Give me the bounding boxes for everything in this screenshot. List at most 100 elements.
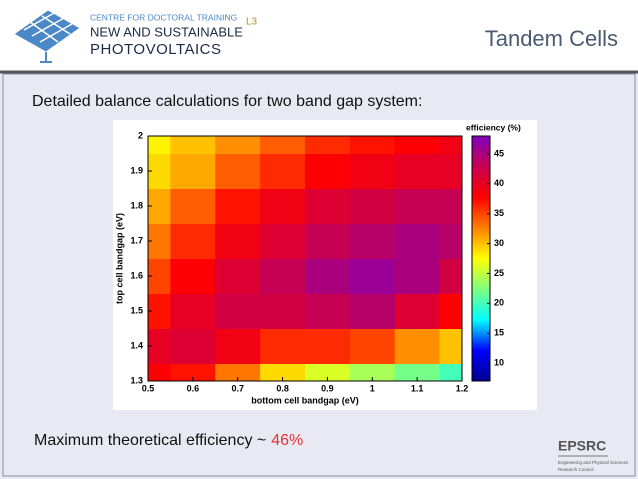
heatmap-cell bbox=[349, 153, 396, 189]
heatmap bbox=[148, 136, 462, 381]
heatmap-cell bbox=[439, 223, 462, 259]
heatmap-cell bbox=[170, 258, 216, 294]
heatmap-cell bbox=[215, 293, 261, 329]
colorbar-tick-label: 20 bbox=[494, 298, 504, 308]
y-tick-label: 1.7 bbox=[130, 235, 143, 245]
heatmap-cell bbox=[148, 363, 171, 381]
logo-line: PHOTOVOLTAICS bbox=[90, 41, 222, 58]
conclusion-main: Maximum theoretical efficiency ~ bbox=[34, 432, 266, 449]
colorbar-tick-label: 10 bbox=[494, 357, 504, 367]
x-tick-label: 0.9 bbox=[321, 383, 334, 393]
heatmap-cell bbox=[394, 223, 441, 259]
heatmap-cell bbox=[394, 153, 441, 189]
heatmap-cell bbox=[394, 328, 441, 364]
lecture-number: L3 bbox=[246, 17, 258, 28]
heatmap-cell bbox=[349, 363, 396, 381]
heatmap-cell bbox=[260, 153, 306, 189]
heatmap-cell bbox=[439, 293, 462, 329]
heatmap-cell bbox=[148, 153, 171, 189]
heatmap-cell bbox=[148, 188, 171, 224]
x-tick-label: 1.2 bbox=[456, 383, 469, 393]
heatmap-cell bbox=[439, 153, 462, 189]
heatmap-cell bbox=[439, 258, 462, 294]
heatmap-cell bbox=[215, 188, 261, 224]
slide-title: Tandem Cells bbox=[485, 26, 618, 51]
heatmap-cell bbox=[439, 363, 462, 381]
heatmap-cell bbox=[439, 188, 462, 224]
heatmap-cell bbox=[170, 153, 216, 189]
x-tick-label: 0.5 bbox=[142, 383, 155, 393]
heatmap-cell bbox=[394, 363, 441, 381]
x-tick-label: 0.6 bbox=[187, 383, 200, 393]
y-tick-label: 1.5 bbox=[130, 305, 143, 315]
heatmap-cell bbox=[215, 363, 261, 381]
heatmap-cell bbox=[148, 223, 171, 259]
heatmap-cell bbox=[170, 363, 216, 381]
heatmap-cell bbox=[260, 188, 306, 224]
heatmap-cell bbox=[394, 258, 441, 294]
heatmap-cell bbox=[260, 328, 306, 364]
heatmap-cell bbox=[215, 153, 261, 189]
y-tick-label: 2 bbox=[138, 130, 143, 140]
body-border bbox=[2, 73, 636, 477]
colorbar bbox=[471, 135, 491, 382]
heatmap-cell bbox=[305, 188, 351, 224]
intro-text: Detailed balance calculations for two ba… bbox=[32, 93, 422, 110]
colorbar-tick-label: 45 bbox=[494, 148, 504, 158]
y-tick-label: 1.3 bbox=[130, 375, 143, 385]
logo-icon bbox=[13, 9, 81, 63]
logo-line: CENTRE FOR DOCTORAL TRAINING bbox=[90, 12, 237, 22]
funder-text: Engineering and Physical Sciences bbox=[558, 460, 629, 465]
heatmap-cell bbox=[215, 328, 261, 364]
heatmap-cell bbox=[215, 136, 261, 154]
funder-text: Research Council bbox=[558, 467, 594, 472]
heatmap-cell bbox=[305, 293, 351, 329]
colorbar-label: efficiency (%) bbox=[466, 122, 521, 132]
heatmap-cell bbox=[215, 223, 261, 259]
y-tick-label: 1.8 bbox=[130, 200, 143, 210]
heatmap-cell bbox=[439, 328, 462, 364]
heatmap-cell bbox=[349, 258, 396, 294]
heatmap-cell bbox=[305, 136, 351, 154]
heatmap-cell bbox=[349, 223, 396, 259]
heatmap-cell bbox=[170, 136, 216, 154]
colorbar-tick-label: 25 bbox=[494, 268, 504, 278]
heatmap-cell bbox=[394, 293, 441, 329]
heatmap-cell bbox=[215, 258, 261, 294]
heatmap-cell bbox=[148, 293, 171, 329]
heatmap-cell bbox=[170, 293, 216, 329]
x-axis-label: bottom cell bandgap (eV) bbox=[251, 395, 359, 405]
x-tick-label: 0.8 bbox=[276, 383, 289, 393]
heatmap-cell bbox=[349, 188, 396, 224]
y-tick-label: 1.9 bbox=[130, 165, 143, 175]
conclusion-highlight: 46% bbox=[271, 432, 303, 449]
heatmap-cell bbox=[260, 136, 306, 154]
y-tick-label: 1.4 bbox=[130, 340, 143, 350]
heatmap-cell bbox=[305, 328, 351, 364]
heatmap-cell bbox=[349, 136, 396, 154]
colorbar-tick-label: 35 bbox=[494, 208, 504, 218]
heatmap-cell bbox=[305, 153, 351, 189]
x-tick-label: 1 bbox=[370, 383, 375, 393]
y-axis-label: top cell bandgap (eV) bbox=[114, 213, 124, 304]
heatmap-cell bbox=[349, 328, 396, 364]
heatmap-cell bbox=[305, 258, 351, 294]
heatmap-cell bbox=[305, 223, 351, 259]
heatmap-cell bbox=[260, 293, 306, 329]
funder-name: EPSRC bbox=[558, 438, 606, 454]
x-tick-label: 0.7 bbox=[231, 383, 244, 393]
heatmap-cell bbox=[148, 136, 171, 154]
heatmap-cell bbox=[170, 328, 216, 364]
heatmap-cell bbox=[305, 363, 351, 381]
conclusion-text: Maximum theoretical efficiency ~ 46% bbox=[34, 432, 303, 449]
heatmap-cell bbox=[148, 328, 171, 364]
x-tick-label: 1.1 bbox=[411, 383, 424, 393]
colorbar-tick-label: 40 bbox=[494, 178, 504, 188]
heatmap-cell bbox=[170, 188, 216, 224]
heatmap-cell bbox=[439, 136, 462, 154]
heatmap-cell bbox=[394, 136, 441, 154]
heatmap-cell bbox=[349, 293, 396, 329]
plot-frame bbox=[147, 135, 463, 382]
